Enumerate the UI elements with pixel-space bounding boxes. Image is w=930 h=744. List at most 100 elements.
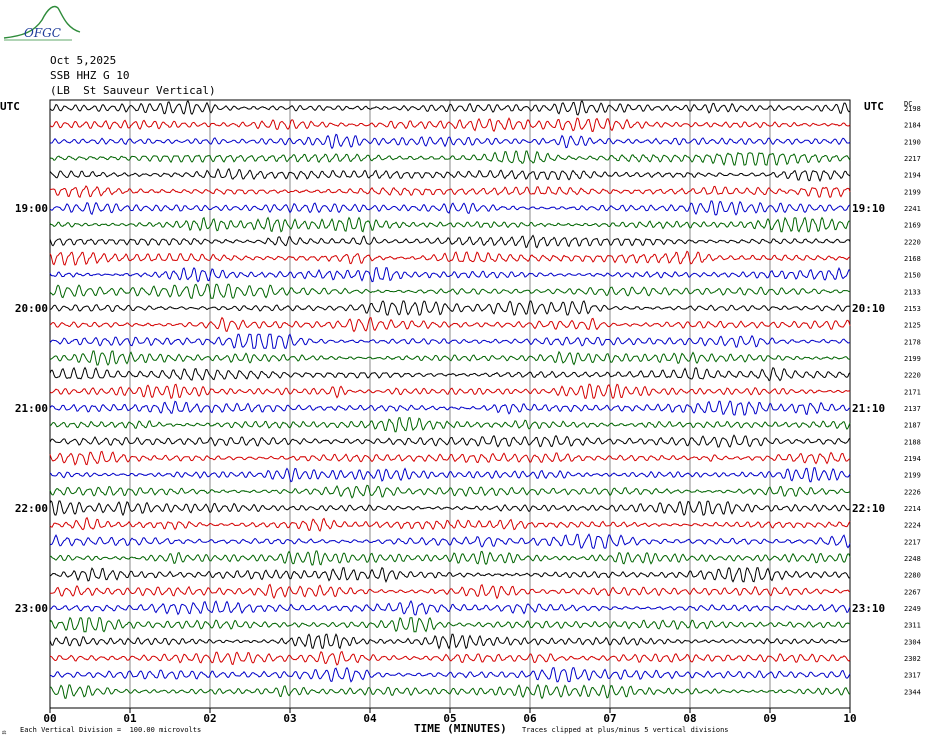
dc-value-label: 2248	[904, 555, 921, 563]
trace-row	[49, 583, 851, 600]
trace-row	[49, 167, 851, 183]
trace-row	[49, 533, 851, 549]
trace-row	[49, 683, 851, 700]
trace-row	[49, 566, 851, 583]
trace-row	[49, 484, 851, 499]
trace-row	[49, 350, 851, 366]
trace-row	[49, 400, 851, 416]
dc-value-label: 2226	[904, 488, 921, 496]
x-tick-label: 03	[283, 712, 296, 725]
trace-row	[49, 516, 851, 532]
dc-value-label: 2199	[904, 472, 921, 480]
x-tick-label: 00	[43, 712, 56, 725]
trace-row	[49, 185, 851, 199]
dc-value-label: 2171	[904, 388, 921, 396]
x-tick-label: 02	[203, 712, 216, 725]
trace-row	[49, 316, 851, 333]
trace-row	[49, 216, 851, 233]
x-tick-label: 04	[363, 712, 377, 725]
date-label: Oct 5,2025	[50, 54, 117, 67]
trace-row	[49, 234, 851, 249]
dc-value-label: 2188	[904, 438, 921, 446]
dc-value-label: 2220	[904, 372, 921, 380]
dc-value-label: 2267	[904, 588, 921, 596]
dc-value-label: 2317	[904, 672, 921, 680]
dc-value-label: 2249	[904, 605, 921, 613]
trace-row	[49, 450, 851, 466]
scale-mark: ⚖	[2, 728, 7, 736]
dc-value-label: 2194	[904, 455, 921, 463]
dc-value-label: 2344	[904, 688, 921, 696]
trace-row	[49, 250, 851, 266]
right-hour-label: 21:10	[852, 402, 885, 415]
trace-row	[49, 267, 851, 283]
trace-row	[49, 633, 851, 650]
trace-row	[49, 366, 851, 382]
x-tick-label: 10	[843, 712, 856, 725]
trace-row	[49, 666, 851, 683]
trace-row	[49, 434, 851, 448]
trace-row	[49, 117, 851, 133]
dc-value-label: 2153	[904, 305, 921, 313]
dc-value-label: 2178	[904, 338, 921, 346]
left-utc-label: UTC	[0, 100, 20, 113]
left-hour-label: 20:00	[15, 302, 48, 315]
x-axis-title: TIME (MINUTES)	[414, 722, 507, 735]
trace-row	[49, 333, 851, 349]
trace-row	[49, 100, 851, 116]
trace-row	[49, 500, 851, 517]
x-tick-label: 07	[603, 712, 616, 725]
dc-value-label: 2311	[904, 622, 921, 630]
dc-value-label: 2214	[904, 505, 921, 513]
trace-row	[49, 300, 851, 316]
trace-row	[49, 200, 851, 216]
trace-row	[49, 150, 851, 166]
dc-value-label: 2194	[904, 172, 921, 180]
right-hour-label: 22:10	[852, 502, 885, 515]
dc-value-label: 2224	[904, 522, 921, 530]
dc-value-label: 2190	[904, 138, 921, 146]
dc-value-label: 2137	[904, 405, 921, 413]
x-tick-label: 09	[763, 712, 776, 725]
location-label: (LB St Sauveur Vertical)	[50, 84, 216, 97]
trace-row	[49, 417, 851, 433]
trace-row	[49, 283, 851, 300]
right-hour-label: 20:10	[852, 302, 885, 315]
trace-row	[49, 616, 851, 633]
trace-row	[49, 550, 851, 566]
dc-value-label: 2199	[904, 188, 921, 196]
left-hour-label: 23:00	[15, 602, 48, 615]
dc-value-label: 2241	[904, 205, 921, 213]
trace-row	[49, 599, 851, 616]
dc-value-label: 2133	[904, 288, 921, 296]
trace-row	[49, 650, 851, 666]
x-tick-label: 06	[523, 712, 537, 725]
left-hour-label: 21:00	[15, 402, 48, 415]
ofgc-logo	[2, 2, 82, 46]
trace-row	[49, 467, 851, 483]
dc-value-label: 2168	[904, 255, 921, 263]
dc-value-label: 2199	[904, 355, 921, 363]
x-tick-label: 05	[443, 712, 456, 725]
right-utc-label: UTC	[864, 100, 884, 113]
left-hour-label: 19:00	[15, 202, 48, 215]
dc-value-label: 2187	[904, 422, 921, 430]
clip-note: Traces clipped at plus/minus 5 vertical …	[522, 726, 729, 734]
dc-value-label: 2150	[904, 272, 921, 280]
dc-value-label: 2220	[904, 238, 921, 246]
scale-note: Each Vertical Division = 100.00 microvol…	[20, 726, 202, 734]
logo-text: OFGC	[24, 26, 61, 40]
dc-value-label: 2217	[904, 538, 921, 546]
right-hour-label: 23:10	[852, 602, 885, 615]
dc-value-label: 2280	[904, 572, 921, 580]
trace-row	[50, 133, 851, 150]
dc-value-label: 2169	[904, 222, 921, 230]
x-tick-label: 01	[123, 712, 137, 725]
trace-row	[49, 383, 851, 400]
dc-column-label: DC	[904, 100, 912, 108]
dc-value-label: 2304	[904, 638, 921, 646]
dc-value-label: 2302	[904, 655, 921, 663]
left-hour-label: 22:00	[15, 502, 48, 515]
x-tick-label: 08	[683, 712, 696, 725]
